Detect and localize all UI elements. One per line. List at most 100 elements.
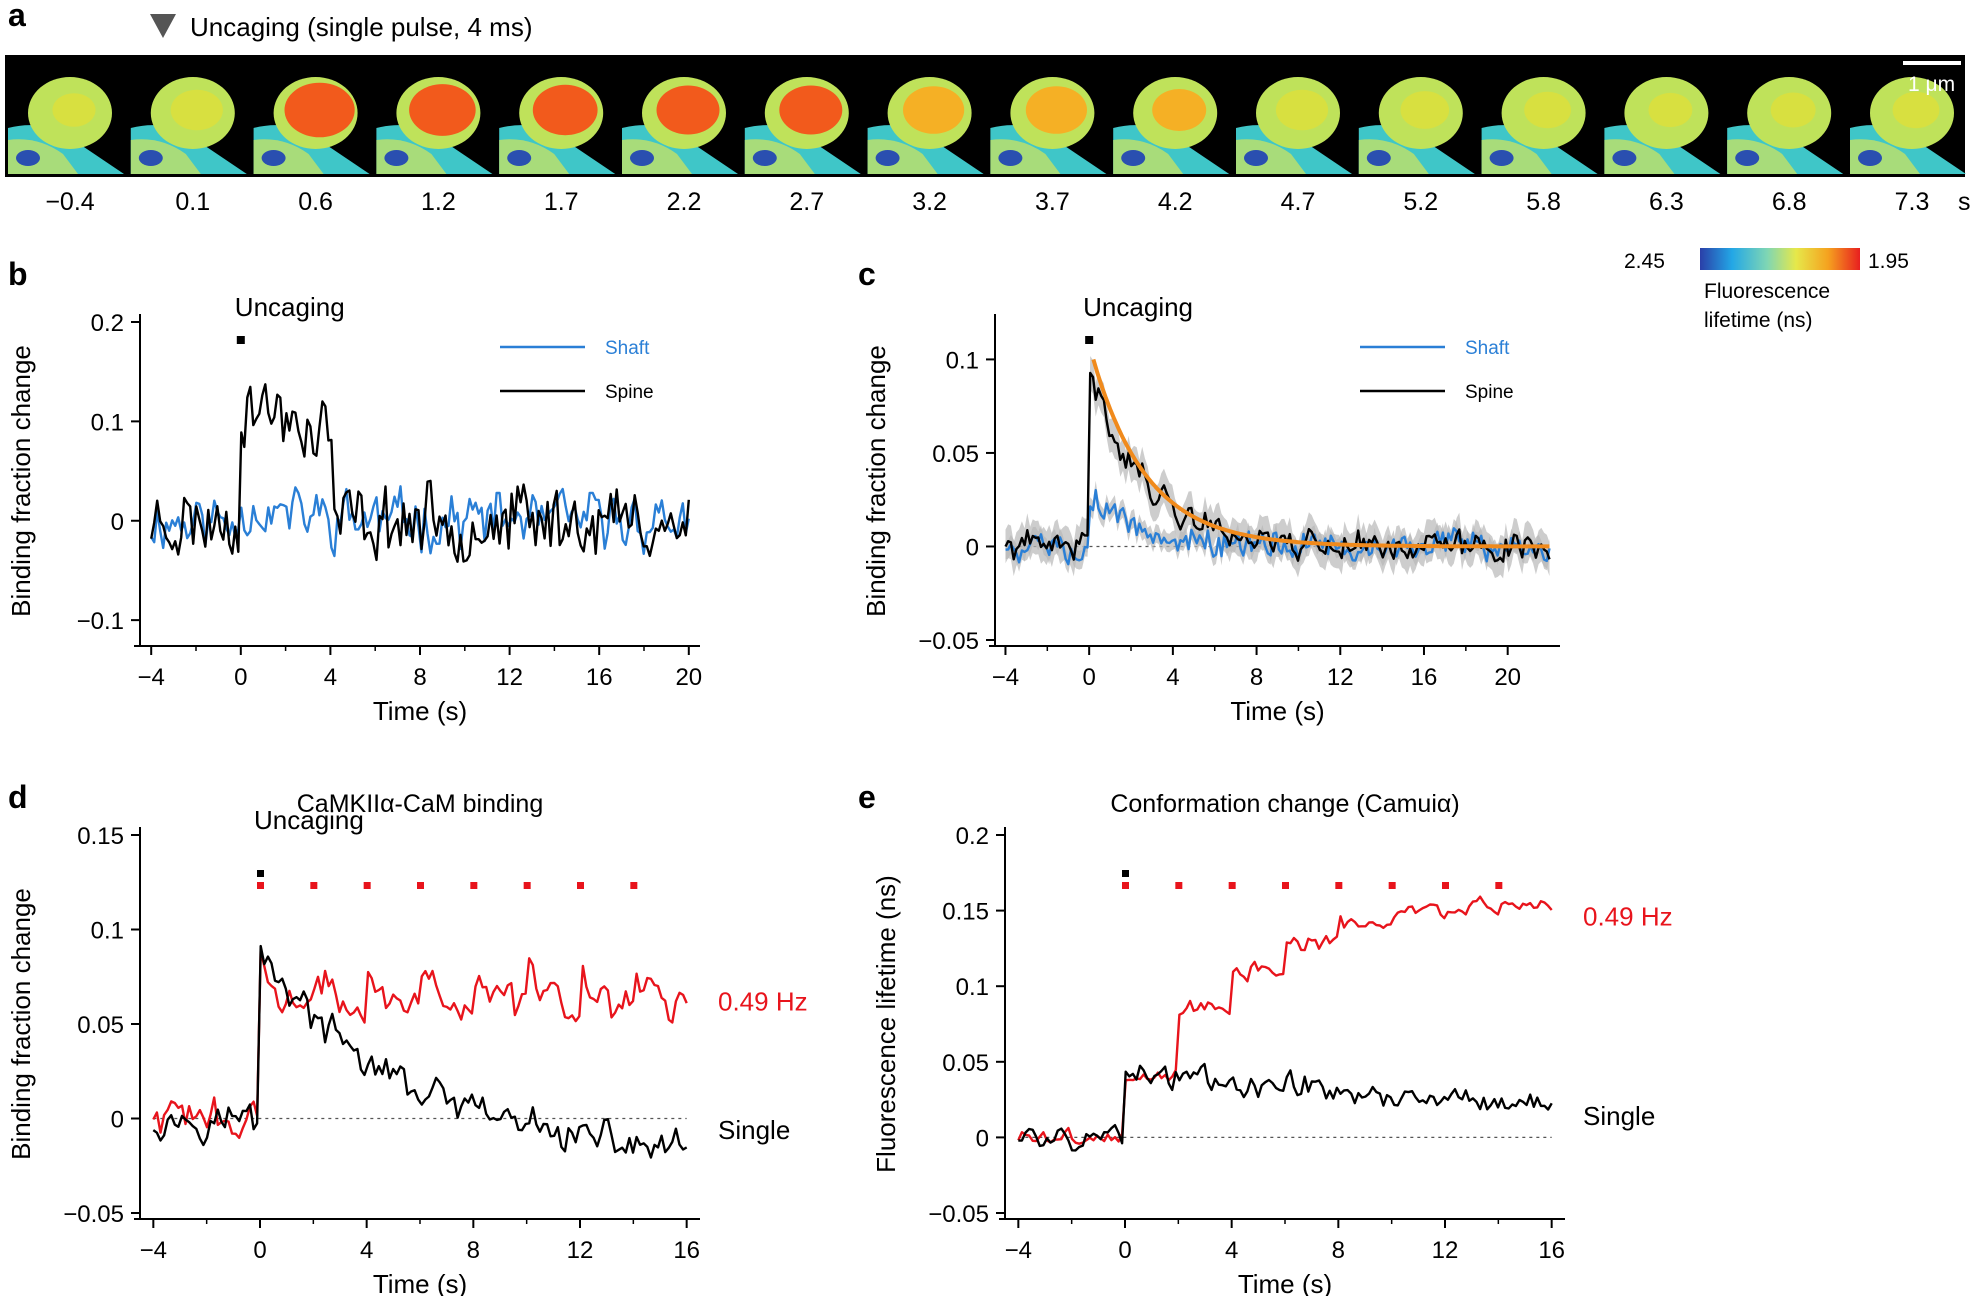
y-tick-label: 0.1 bbox=[946, 347, 979, 374]
frame-time-label: 3.7 bbox=[1035, 188, 1070, 216]
frame-time-label: 4.7 bbox=[1281, 188, 1316, 216]
chart-c: c −0.05 0 0.05 0.1 −4 0 4 8 12 16 20 Time (s) Binding… bbox=[858, 256, 1560, 726]
image-frame bbox=[1481, 77, 1598, 174]
x-tick-label: 0 bbox=[1082, 664, 1095, 691]
spine-head-core bbox=[284, 82, 355, 138]
x-axis-label: Time (s) bbox=[373, 696, 467, 726]
scale-bar bbox=[1903, 61, 1961, 65]
spine-head-core bbox=[170, 89, 223, 131]
y-tick-label: 0.1 bbox=[91, 918, 124, 945]
frame-time-label: 1.7 bbox=[544, 188, 579, 216]
y-tick-label: 0 bbox=[976, 1125, 989, 1152]
image-frame bbox=[130, 77, 247, 174]
x-tick-label: 12 bbox=[567, 1237, 594, 1264]
legend-label: Shaft bbox=[605, 338, 650, 359]
shaft-edge bbox=[138, 150, 163, 166]
frame-time-label: 7.3 bbox=[1895, 188, 1930, 216]
chart-d: d CaMKIIα-CaM binding −0.05 0 0.05 0.1 0.15 −4 0… bbox=[6, 779, 808, 1296]
image-frame bbox=[990, 77, 1107, 174]
image-frame bbox=[1358, 77, 1475, 174]
x-tick-label: 8 bbox=[467, 1237, 480, 1264]
frame-time-label: 2.7 bbox=[789, 188, 824, 216]
colorbar-title-line1: Fluorescence bbox=[1704, 280, 1830, 303]
chart-title: CaMKIIα-CaM binding bbox=[297, 790, 543, 818]
chart-title: Conformation change (Camuiα) bbox=[1110, 790, 1459, 818]
spine-head-core bbox=[1275, 89, 1329, 131]
spine-head-core bbox=[903, 86, 965, 134]
frame-time-label: 1.2 bbox=[421, 188, 456, 216]
spine-head-core bbox=[1524, 91, 1571, 129]
x-tick-label: 16 bbox=[586, 664, 613, 691]
x-tick-label: 12 bbox=[1432, 1237, 1459, 1264]
spine-head-core bbox=[1770, 92, 1816, 128]
uncaging-annotation: Uncaging bbox=[1083, 292, 1193, 322]
y-tick-label: 0.2 bbox=[91, 310, 124, 337]
x-tick-label: 8 bbox=[1250, 664, 1263, 691]
colorbar bbox=[1700, 248, 1860, 270]
frame-time-labels: −0.4 0.1 0.6 1.2 1.7 2.2 2.7 3.2 3.7 4.2 4.7 5.2 5.8… bbox=[45, 188, 1929, 216]
image-frame bbox=[1236, 77, 1352, 174]
train-pulse-marker bbox=[310, 882, 318, 889]
train-pulse-marker bbox=[1122, 882, 1129, 889]
shaft-edge bbox=[630, 150, 654, 166]
image-frame bbox=[1850, 77, 1966, 174]
image-frame bbox=[376, 77, 493, 174]
shaft-edge bbox=[16, 150, 40, 166]
image-frame bbox=[867, 77, 984, 174]
y-tick-label: 0.2 bbox=[956, 823, 989, 850]
y-tick-label: 0 bbox=[111, 509, 124, 536]
x-tick-label: −4 bbox=[1005, 1237, 1032, 1264]
train-pulse-marker bbox=[1388, 882, 1396, 889]
y-axis-label: Fluorescence lifetime (ns) bbox=[871, 875, 901, 1173]
series-line bbox=[152, 949, 688, 1139]
image-frame bbox=[1604, 77, 1721, 174]
frame-time-label: 0.6 bbox=[298, 188, 333, 216]
x-tick-label: 8 bbox=[413, 664, 426, 691]
y-axis-label: Binding fraction change bbox=[6, 345, 36, 617]
y-tick-label: 0.05 bbox=[942, 1050, 989, 1077]
uncaging-marker-text: Uncaging (single pulse, 4 ms) bbox=[190, 12, 533, 42]
panel-label: d bbox=[8, 779, 28, 815]
image-frame bbox=[622, 77, 738, 174]
x-tick-label: 4 bbox=[1225, 1237, 1238, 1264]
y-axis-label: Binding fraction change bbox=[6, 888, 36, 1160]
series-end-label: 0.49 Hz bbox=[718, 986, 808, 1016]
frame-time-label: 4.2 bbox=[1158, 188, 1193, 216]
uncaging-annotation: Uncaging bbox=[254, 805, 364, 835]
chart-b: b −0.1 0 0.1 0.2 −4 0 4 8 12 16 20 Time (s) Binding f… bbox=[6, 256, 702, 726]
shaft-edge bbox=[261, 150, 286, 166]
frame-time-label: 6.8 bbox=[1772, 188, 1807, 216]
shaft-edge bbox=[507, 150, 532, 166]
y-tick-label: −0.1 bbox=[77, 608, 124, 635]
x-tick-label: 4 bbox=[324, 664, 337, 691]
train-pulse-marker bbox=[577, 882, 584, 889]
panel-label: c bbox=[858, 256, 876, 292]
x-tick-label: 4 bbox=[360, 1237, 373, 1264]
x-tick-label: 12 bbox=[1327, 664, 1354, 691]
x-axis-label: Time (s) bbox=[1238, 1269, 1332, 1296]
train-pulse-marker bbox=[1228, 882, 1236, 889]
x-tick-label: 16 bbox=[673, 1237, 700, 1264]
image-frame bbox=[744, 77, 861, 174]
legend-label: Spine bbox=[1465, 382, 1514, 403]
y-tick-label: 0.15 bbox=[77, 823, 124, 850]
y-tick-label: −0.05 bbox=[918, 628, 979, 655]
series-line bbox=[152, 944, 688, 1159]
train-pulse-marker bbox=[1335, 882, 1343, 889]
series-end-label: 0.49 Hz bbox=[1583, 902, 1673, 932]
spine-head-core bbox=[656, 85, 720, 135]
train-pulse-marker bbox=[630, 882, 638, 889]
train-pulse-marker bbox=[470, 882, 478, 889]
shaft-edge bbox=[384, 150, 409, 166]
image-frame bbox=[1113, 77, 1230, 174]
y-tick-label: 0.05 bbox=[77, 1012, 124, 1039]
y-tick-label: 0.1 bbox=[956, 974, 989, 1001]
y-axis-label: Binding fraction change bbox=[861, 345, 891, 617]
y-tick-label: 0.1 bbox=[91, 409, 124, 436]
image-frame bbox=[499, 77, 616, 174]
shaft-edge bbox=[1244, 150, 1268, 166]
spine-head-core bbox=[409, 84, 476, 136]
shaft-edge bbox=[1489, 150, 1514, 166]
train-pulse-marker bbox=[1282, 882, 1289, 889]
train-pulse-marker bbox=[363, 882, 371, 889]
